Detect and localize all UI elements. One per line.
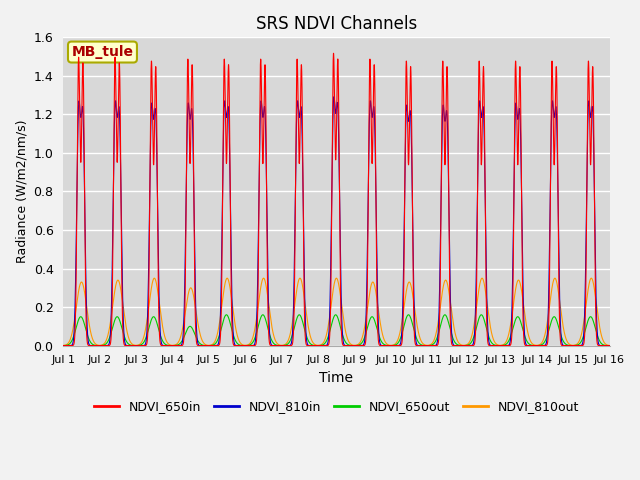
- NDVI_810in: [269, 343, 276, 348]
- NDVI_810out: [60, 343, 67, 348]
- NDVI_650in: [191, 278, 198, 284]
- NDVI_650in: [388, 343, 396, 348]
- NDVI_650out: [465, 342, 472, 348]
- Legend: NDVI_650in, NDVI_810in, NDVI_650out, NDVI_810out: NDVI_650in, NDVI_810in, NDVI_650out, NDV…: [89, 395, 584, 418]
- Title: SRS NDVI Channels: SRS NDVI Channels: [256, 15, 417, 33]
- NDVI_810out: [388, 342, 396, 348]
- Line: NDVI_810out: NDVI_810out: [63, 278, 609, 346]
- NDVI_650in: [269, 343, 276, 348]
- NDVI_650out: [388, 343, 396, 348]
- NDVI_810in: [605, 343, 613, 348]
- Text: MB_tule: MB_tule: [72, 45, 134, 59]
- NDVI_810in: [97, 343, 104, 348]
- NDVI_650out: [223, 312, 230, 318]
- NDVI_650out: [191, 331, 198, 336]
- NDVI_810out: [356, 340, 364, 346]
- NDVI_810in: [191, 252, 198, 257]
- NDVI_650in: [330, 50, 337, 56]
- Y-axis label: Radiance (W/m2/nm/s): Radiance (W/m2/nm/s): [15, 120, 28, 263]
- NDVI_650in: [356, 343, 364, 348]
- NDVI_810in: [465, 343, 472, 348]
- Line: NDVI_810in: NDVI_810in: [63, 96, 609, 346]
- NDVI_810out: [260, 276, 268, 281]
- NDVI_810in: [60, 343, 67, 348]
- NDVI_810out: [269, 327, 276, 333]
- NDVI_810out: [191, 300, 198, 305]
- NDVI_650out: [60, 343, 67, 348]
- NDVI_650out: [269, 339, 276, 345]
- X-axis label: Time: Time: [319, 371, 353, 385]
- NDVI_810in: [388, 343, 396, 348]
- NDVI_650out: [356, 342, 364, 348]
- NDVI_650in: [605, 343, 613, 348]
- NDVI_650in: [97, 343, 104, 348]
- NDVI_650out: [605, 343, 613, 348]
- NDVI_650in: [60, 343, 67, 348]
- NDVI_810out: [605, 343, 613, 348]
- NDVI_650out: [97, 343, 104, 348]
- NDVI_810in: [330, 94, 338, 99]
- NDVI_810out: [97, 342, 104, 348]
- NDVI_810in: [356, 343, 364, 348]
- Line: NDVI_650in: NDVI_650in: [63, 53, 609, 346]
- NDVI_810out: [465, 340, 472, 346]
- NDVI_650in: [465, 343, 472, 348]
- Line: NDVI_650out: NDVI_650out: [63, 315, 609, 346]
